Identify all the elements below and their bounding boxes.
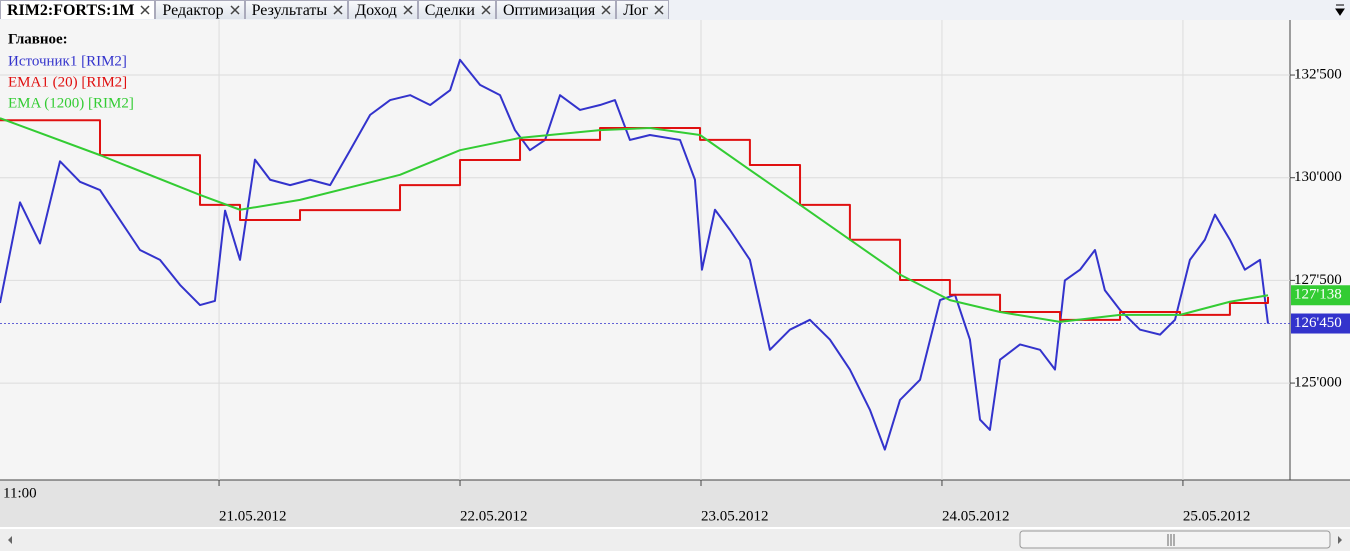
y-axis-area <box>1290 20 1350 480</box>
series-line <box>0 58 1269 451</box>
y-tick-label: 132'500 <box>1294 66 1342 82</box>
tab[interactable]: RIM2:FORTS:1M <box>0 0 156 19</box>
chart: 125'000 127'500 130'000 132'500 21.05.2012 22… <box>0 20 1350 551</box>
plot-area <box>0 20 1290 480</box>
last-value-box <box>1291 313 1350 334</box>
tab-close[interactable] <box>654 5 664 15</box>
y-tick-label: 125'000 <box>1294 375 1342 391</box>
last-value-box <box>1291 285 1350 306</box>
tab-menu[interactable] <box>1334 3 1346 17</box>
tab-close[interactable] <box>140 5 150 15</box>
last-value-label: 127'138 <box>1294 287 1342 303</box>
series-line <box>0 117 1269 323</box>
tab-bar: RIM2:FORTS:1M Редактор Результаты Доход Сдел… <box>0 0 1350 21</box>
tab-label: Сделки <box>424 1 475 19</box>
y-tick-label: 130'000 <box>1294 169 1342 185</box>
tab-label: Доход <box>355 1 397 19</box>
tab-label: Редактор <box>162 1 224 19</box>
tab[interactable]: Редактор <box>155 0 245 19</box>
tab[interactable]: Лог <box>616 0 670 19</box>
tab-label: Оптимизация <box>502 1 596 19</box>
scroll-thumb[interactable] <box>1019 530 1331 549</box>
tab-close[interactable] <box>403 5 413 15</box>
tab[interactable]: Результаты <box>244 0 349 19</box>
x-tick-label: 21.05.2012 <box>219 508 287 524</box>
tab-close[interactable] <box>333 5 343 15</box>
x-tick-label: 23.05.2012 <box>701 508 769 524</box>
grip <box>1167 534 1175 546</box>
tab[interactable]: Оптимизация <box>495 0 617 19</box>
series-line <box>0 119 1269 321</box>
last-value-label: 126'450 <box>1294 315 1342 331</box>
tab-label: Результаты <box>251 1 328 19</box>
y-tick-label: 127'500 <box>1294 272 1342 288</box>
x-tick-label: 24.05.2012 <box>942 508 1010 524</box>
legend-entry: Источник1 [RIM2] <box>8 53 127 69</box>
tab-label: RIM2:FORTS:1M <box>7 1 135 19</box>
x-start-label: 11:00 <box>3 485 37 501</box>
tab[interactable]: Доход <box>348 0 418 19</box>
tab-label: Лог <box>623 1 649 19</box>
legend-title: Главное: <box>8 31 68 47</box>
tab-close[interactable] <box>230 5 240 15</box>
x-axis-area <box>0 480 1350 527</box>
tab-close[interactable] <box>601 5 611 15</box>
x-tick-label: 25.05.2012 <box>1183 508 1251 524</box>
legend-entry: EMA1 (20) [RIM2] <box>8 74 127 90</box>
tab-close[interactable] <box>481 5 491 15</box>
scrollbar[interactable] <box>0 529 1350 551</box>
x-tick-label: 22.05.2012 <box>460 508 528 524</box>
legend-entry: EMA (1200) [RIM2] <box>8 95 134 111</box>
tab[interactable]: Сделки <box>417 0 496 19</box>
